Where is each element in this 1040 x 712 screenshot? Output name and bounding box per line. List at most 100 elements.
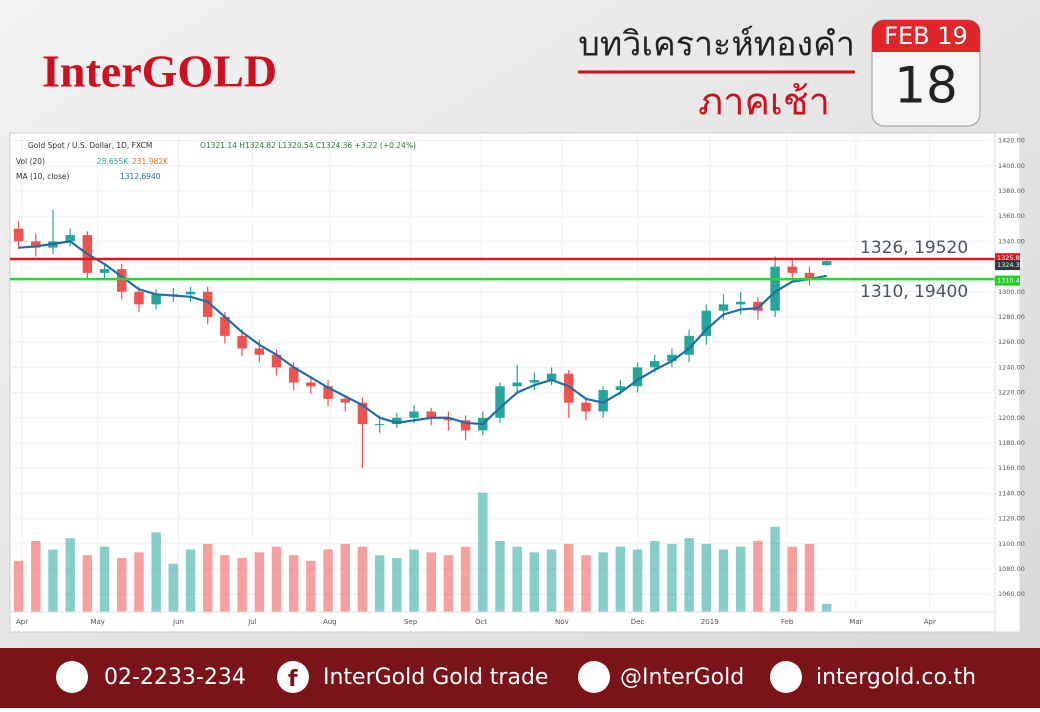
candle-body bbox=[392, 417, 402, 425]
footer bbox=[0, 648, 1040, 708]
y-tick-label: 1220.00 bbox=[998, 389, 1025, 397]
candle-body bbox=[202, 291, 213, 317]
ohlc: O1321.14 H1324.82 L1320.54 C1324.36 +3.2… bbox=[200, 141, 416, 150]
y-tick-label: 1180.00 bbox=[998, 439, 1025, 447]
y-tick-label: 1100.00 bbox=[998, 540, 1025, 548]
candle-body bbox=[821, 261, 832, 266]
volume-bar bbox=[185, 549, 196, 612]
volume-bar bbox=[323, 549, 333, 612]
title: บทวิเคราะห์ทองคำ bbox=[578, 25, 855, 65]
volume-bar bbox=[821, 603, 832, 612]
candle-body bbox=[701, 310, 712, 336]
symbol: Gold Spot / U.S. Dollar, 1D, FXCM bbox=[28, 141, 152, 150]
x-tick-label: 2019 bbox=[701, 618, 719, 626]
price-tag-label: 1310.44 bbox=[997, 277, 1024, 285]
candle-body bbox=[735, 301, 746, 305]
y-tick-label: 1160.00 bbox=[998, 464, 1025, 472]
candle-body bbox=[99, 269, 110, 273]
level-label: 1310, 19400 bbox=[860, 282, 968, 302]
y-tick-label: 1140.00 bbox=[998, 489, 1025, 497]
candle-body bbox=[185, 291, 196, 295]
candle-body bbox=[13, 228, 24, 242]
ma-line bbox=[18, 240, 827, 426]
candle-body bbox=[787, 266, 798, 273]
volume-label: Vol (20) bbox=[16, 157, 45, 166]
volume-bar bbox=[564, 543, 574, 612]
candle-body bbox=[460, 420, 471, 431]
volume-bar bbox=[237, 558, 247, 612]
volume-bar bbox=[13, 560, 24, 612]
y-tick-label: 1380.00 bbox=[998, 187, 1025, 195]
web-icon bbox=[770, 661, 802, 693]
candle-body bbox=[684, 335, 694, 355]
candle-body bbox=[529, 379, 540, 383]
volume-bar bbox=[632, 549, 643, 612]
volume-bar bbox=[512, 546, 522, 612]
x-tick-label: May bbox=[90, 618, 104, 626]
x-tick-label: Nov bbox=[555, 618, 569, 626]
volume-bar bbox=[581, 555, 591, 612]
volume-bar bbox=[615, 546, 626, 612]
candle-body bbox=[443, 417, 454, 421]
volume-value: 28.655K bbox=[97, 157, 129, 166]
y-tick-label: 1240.00 bbox=[998, 363, 1025, 371]
website: intergold.co.th bbox=[816, 665, 976, 690]
volume-bar bbox=[392, 558, 402, 612]
candle-body bbox=[323, 386, 333, 399]
calendar-day: 18 bbox=[894, 57, 958, 115]
volume-bar bbox=[340, 543, 350, 612]
candle-body bbox=[615, 386, 626, 391]
candle-body bbox=[306, 382, 316, 387]
candle-body bbox=[31, 241, 41, 248]
volume-bar bbox=[443, 555, 454, 612]
line-id: @InterGold bbox=[620, 665, 744, 690]
candle-body bbox=[151, 294, 161, 305]
volume-bar bbox=[684, 538, 694, 612]
volume-bar bbox=[48, 549, 58, 612]
volume-bar bbox=[374, 555, 385, 612]
ma-value: 1312.6940 bbox=[120, 172, 161, 181]
volume-bar bbox=[409, 549, 419, 612]
volume-bar bbox=[495, 541, 505, 612]
volume-bar bbox=[99, 546, 110, 612]
phone-icon bbox=[56, 661, 88, 693]
volume-bar bbox=[546, 549, 557, 612]
x-tick-label: Apr bbox=[924, 618, 936, 626]
candle-body bbox=[770, 266, 780, 311]
volume-bar bbox=[787, 546, 798, 612]
candle-body bbox=[495, 386, 505, 418]
candle-body bbox=[65, 235, 75, 242]
volume-bar bbox=[82, 555, 93, 612]
y-tick-label: 1200.00 bbox=[998, 414, 1025, 422]
candle-body bbox=[288, 367, 299, 383]
price-axis bbox=[994, 132, 1021, 633]
volume-bar bbox=[426, 552, 436, 612]
x-tick-label: Mar bbox=[849, 618, 862, 626]
price-tag bbox=[995, 260, 1020, 271]
y-tick-label: 1260.00 bbox=[998, 338, 1025, 346]
volume-bar bbox=[667, 543, 677, 612]
y-tick-label: 1300.00 bbox=[998, 288, 1025, 296]
price-tag bbox=[995, 275, 1020, 286]
volume-bar bbox=[134, 552, 144, 612]
calendar-top bbox=[872, 20, 980, 52]
volume-bar bbox=[357, 546, 368, 612]
candle-body bbox=[753, 301, 763, 311]
candle-body bbox=[598, 390, 608, 412]
volume-bar bbox=[650, 541, 660, 612]
volume-bar bbox=[271, 546, 282, 612]
candle-body bbox=[667, 354, 677, 362]
calendar-month: FEB 19 bbox=[884, 22, 968, 50]
volume-bar bbox=[701, 543, 712, 612]
volume-bar bbox=[254, 552, 265, 612]
candle-body bbox=[632, 367, 643, 387]
candle-body bbox=[804, 272, 815, 280]
price-tag bbox=[995, 253, 1020, 264]
volume-bar bbox=[306, 560, 316, 612]
candle-body bbox=[254, 348, 265, 355]
candle-body bbox=[340, 398, 350, 403]
volume-bar bbox=[31, 541, 41, 612]
candle-body bbox=[718, 304, 729, 311]
